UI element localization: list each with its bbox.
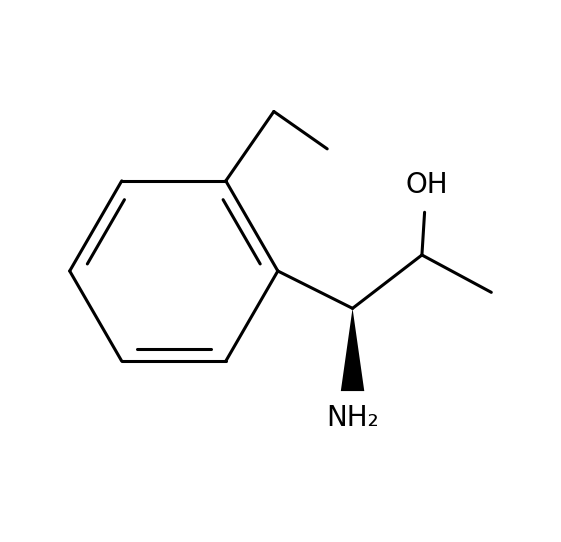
Text: NH₂: NH₂: [326, 404, 379, 433]
Text: OH: OH: [406, 171, 449, 199]
Polygon shape: [341, 308, 364, 391]
